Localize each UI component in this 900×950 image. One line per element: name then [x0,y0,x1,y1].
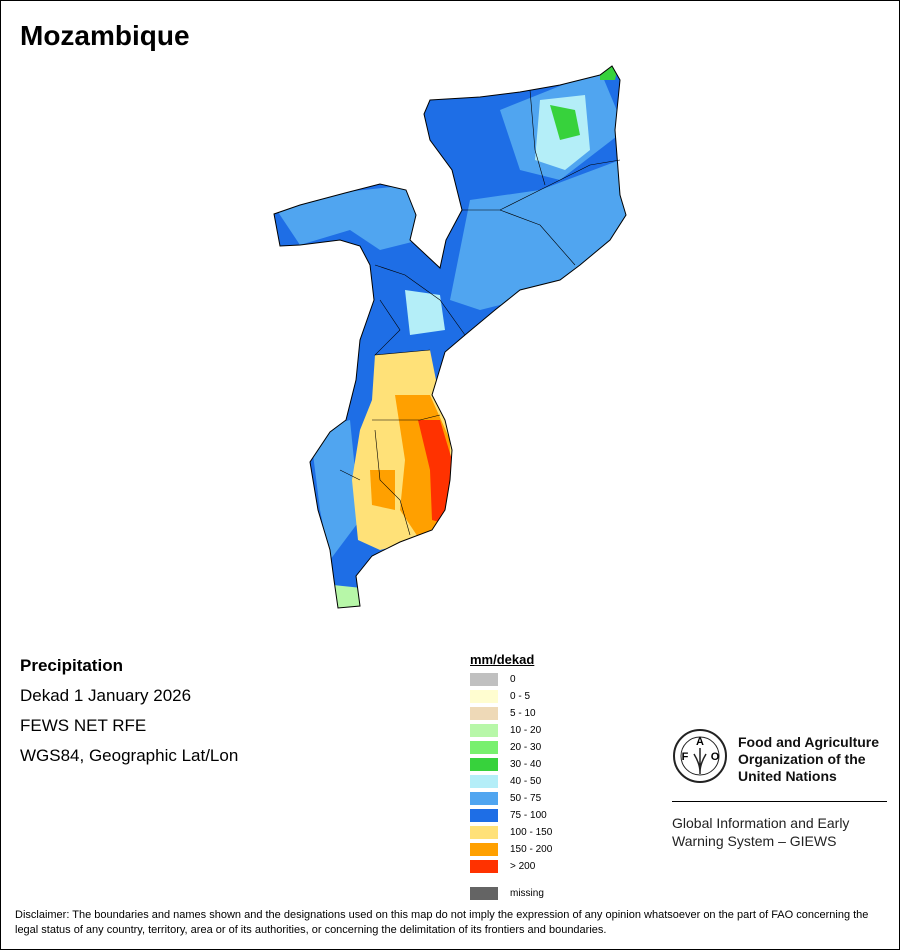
legend-item: 150 - 200 [470,841,552,858]
legend-swatch [470,673,498,686]
period-label: Dekad 1 January 2026 [20,686,192,705]
zone-10-20 [333,585,362,608]
svg-text:O: O [711,751,720,763]
legend-item: 100 - 150 [470,824,552,841]
map-info: Precipitation Dekad 1 January 2026 FEWS … [20,656,238,776]
projection-label: WGS84, Geographic Lat/Lon [20,746,239,765]
legend-swatch [470,724,498,737]
legend-swatch [470,887,498,900]
giews-name: Global Information and Early Warning Sys… [672,815,850,849]
divider [672,801,887,802]
legend-item: 50 - 75 [470,790,552,807]
legend-label: 0 - 5 [510,691,531,702]
svg-text:F: F [682,751,689,763]
legend-label: 0 [510,674,516,685]
svg-text:A: A [696,736,704,748]
legend-item: 10 - 20 [470,722,552,739]
legend-label: 75 - 100 [510,810,547,821]
zone-150-200 [370,470,395,510]
zone-30-40 [550,105,580,140]
map-title: Mozambique [20,20,190,51]
zone-40-50 [405,290,445,335]
legend-item: 5 - 10 [470,705,552,722]
legend-label: missing [510,888,544,899]
legend-item: 20 - 30 [470,739,552,756]
fao-logo-icon: A F O [673,729,727,783]
legend-swatch [470,826,498,839]
legend-swatch [470,775,498,788]
legend-swatch [470,741,498,754]
legend-swatch [470,860,498,873]
legend-swatch [470,843,498,856]
disclaimer: Disclaimer: The boundaries and names sho… [15,909,869,936]
legend-label: 30 - 40 [510,759,542,770]
legend-label: 20 - 30 [510,742,542,753]
legend-swatch [470,690,498,703]
legend-swatch [470,792,498,805]
legend-swatch [470,809,498,822]
legend-item: 75 - 100 [470,807,552,824]
legend-label: 150 - 200 [510,844,553,855]
legend-swatch [470,758,498,771]
precipitation-map [273,65,627,609]
zone-50-75 [310,420,360,560]
legend-swatch [470,707,498,720]
legend-label: > 200 [510,861,536,872]
source-label: FEWS NET RFE [20,716,147,735]
fao-name: Food and Agriculture Organization of the… [738,734,880,784]
legend-item-missing: missing [470,885,552,902]
legend-label: 100 - 150 [510,827,553,838]
legend-title: mm/dekad [470,652,535,667]
legend-label: 40 - 50 [510,776,542,787]
zone-over-200 [418,420,452,525]
legend-item: 0 [470,671,552,688]
province-boundaries [339,89,621,536]
legend-item: 30 - 40 [470,756,552,773]
legend-label: 10 - 20 [510,725,542,736]
legend-item: > 200 [470,858,552,875]
legend: mm/dekad 0 0 - 5 5 - 10 10 - 20 20 - 30 30 - … [470,652,552,902]
legend-label: 50 - 75 [510,793,542,804]
variable-label: Precipitation [20,656,123,675]
legend-item: 0 - 5 [470,688,552,705]
legend-item: 40 - 50 [470,773,552,790]
legend-label: 5 - 10 [510,708,536,719]
